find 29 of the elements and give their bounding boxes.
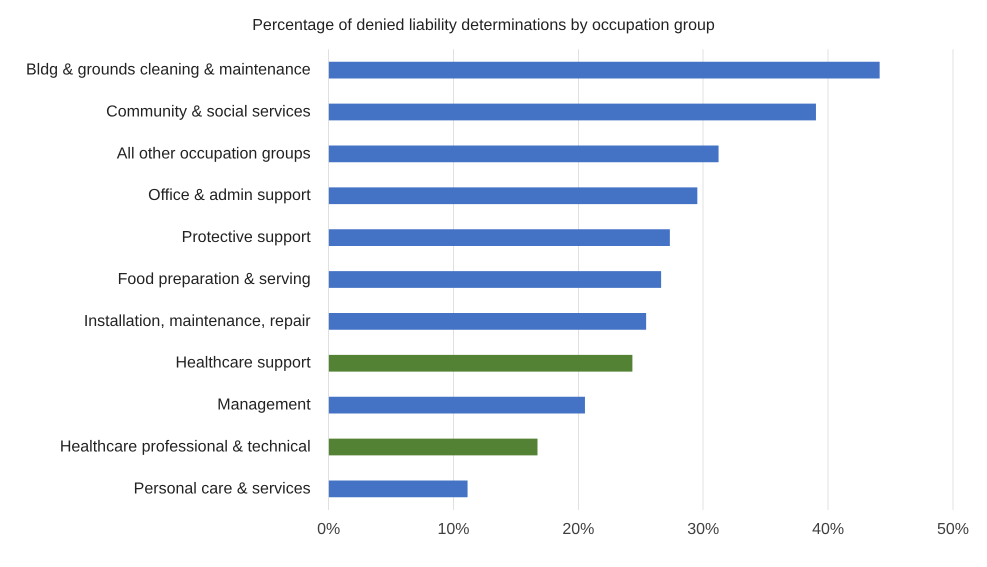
x-tick-label: 0% [317,520,340,538]
y-tick-label: Bldg & grounds cleaning & maintenance [26,62,311,79]
x-tick-label: 30% [687,520,720,538]
bar [328,187,698,204]
chart-title: Percentage of denied liability determinations by occupation group [252,17,715,34]
x-tick-label: 10% [437,520,470,538]
bar [328,229,670,246]
bar [328,396,585,414]
bar [328,146,719,162]
bar [328,313,646,330]
bar [328,438,538,456]
y-tick-label: Management [217,396,312,414]
y-tick-label: Healthcare support [175,354,312,372]
x-tick-label: 40% [812,520,844,538]
y-tick-label: Installation, maintenance, repair [84,312,312,330]
bar [328,104,816,120]
bar [328,354,632,372]
y-tick-label: Personal care & services [134,480,311,498]
x-tick-label: 20% [562,520,594,538]
y-tick-label: Community & social services [106,103,311,120]
y-tick-label: Food preparation & serving [118,270,311,288]
bar [328,62,880,78]
y-tick-label: Protective support [182,229,312,246]
x-tick-label: 50% [936,520,970,538]
y-tick-label: Office & admin support [148,187,312,204]
y-tick-label: All other occupation groups [116,145,311,162]
y-tick-label: Healthcare professional & technical [60,438,311,456]
bar [328,271,662,288]
bar [328,480,468,498]
